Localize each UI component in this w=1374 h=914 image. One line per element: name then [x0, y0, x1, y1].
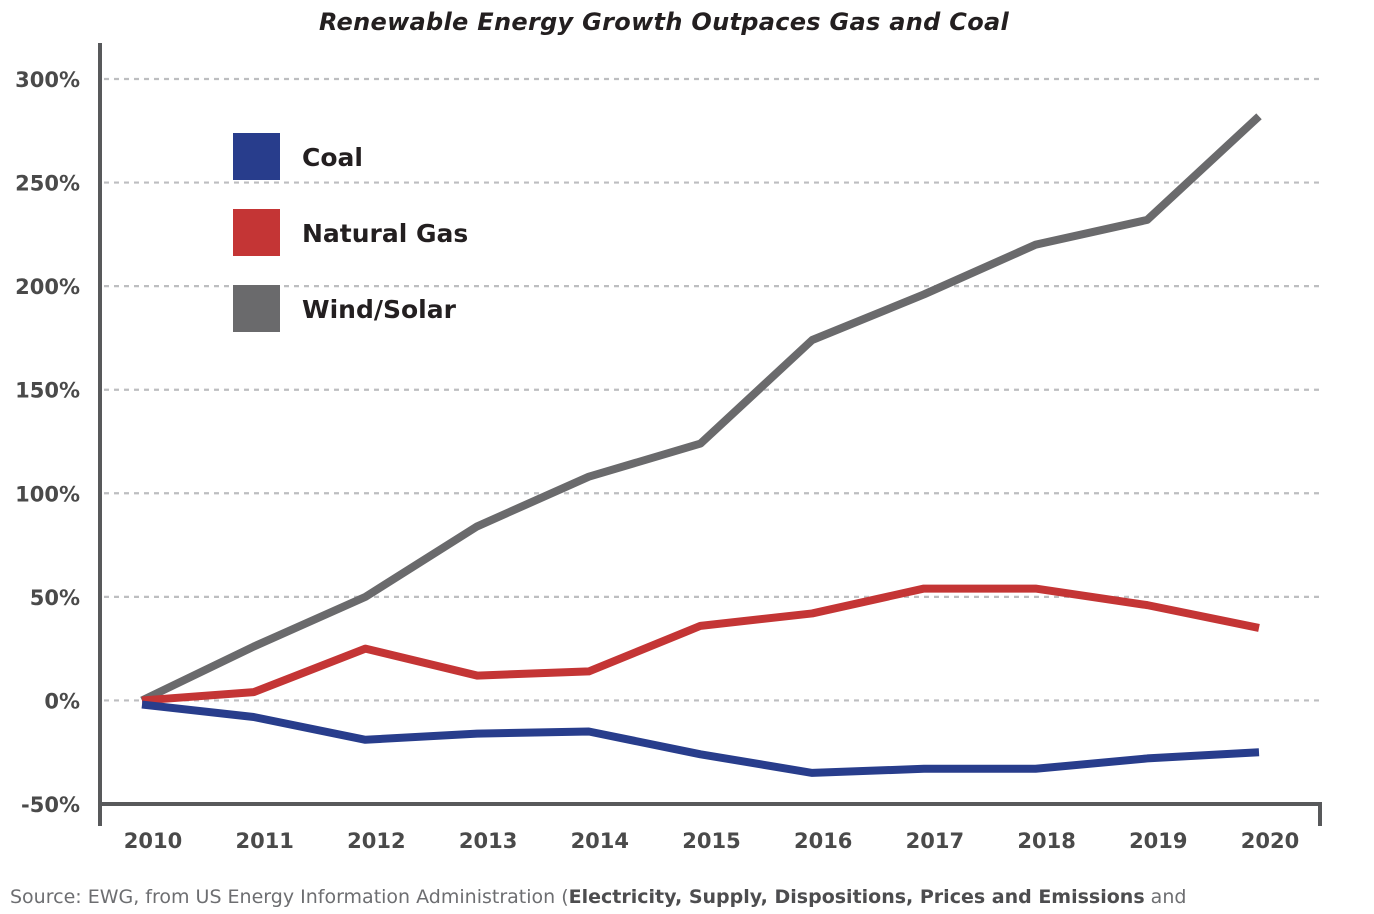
y-tick-label: 300% — [15, 68, 80, 92]
chart-title: Renewable Energy Growth Outpaces Gas and… — [318, 8, 1010, 36]
source-bold: Electricity, Supply, Dispositions, Price… — [568, 886, 1145, 908]
y-tick-label: 50% — [30, 586, 80, 610]
x-tick-label: 2013 — [459, 829, 517, 853]
y-tick-label: 150% — [15, 379, 80, 403]
legend-label: Coal — [302, 143, 363, 172]
series-lines — [140, 113, 1262, 777]
legend-swatch — [233, 209, 280, 256]
series-line-coal — [141, 700, 1260, 777]
x-tick-label: 2012 — [347, 829, 405, 853]
x-tick-label: 2010 — [124, 829, 182, 853]
y-tick-label: 200% — [15, 275, 80, 299]
legend: Coal Natural Gas Wind/Solar — [233, 133, 468, 332]
x-tick-label: 2019 — [1129, 829, 1187, 853]
gridlines — [104, 77, 1320, 702]
y-tick-label: 0% — [44, 689, 80, 713]
x-tick-label: 2011 — [235, 829, 293, 853]
axes — [98, 43, 1322, 826]
y-tick-label: -50% — [21, 793, 80, 817]
legend-label: Natural Gas — [302, 219, 468, 248]
source-note: Source: EWG, from US Energy Information … — [10, 886, 1186, 908]
x-tick-label: 2015 — [682, 829, 740, 853]
series-line-natural-gas — [141, 584, 1260, 705]
y-axis-ticks: 300% 250% 200% 150% 100% 50% 0% -50% — [15, 68, 80, 817]
legend-swatch — [233, 133, 280, 180]
y-tick-label: 100% — [15, 482, 80, 506]
x-tick-label: 2016 — [794, 829, 852, 853]
y-tick-label: 250% — [15, 172, 80, 196]
legend-swatch — [233, 285, 280, 332]
x-axis-ticks: 2010 2011 2012 2013 2014 2015 2016 2017 2018 2019… — [124, 829, 1299, 853]
x-tick-label: 2020 — [1241, 829, 1299, 853]
legend-label: Wind/Solar — [302, 295, 457, 324]
x-tick-label: 2018 — [1017, 829, 1075, 853]
source-suffix: and — [1144, 886, 1187, 908]
x-tick-label: 2017 — [906, 829, 964, 853]
x-tick-label: 2014 — [571, 829, 629, 853]
series-line-wind-solar — [140, 113, 1262, 705]
source-prefix: Source: EWG, from US Energy Information … — [10, 886, 569, 908]
